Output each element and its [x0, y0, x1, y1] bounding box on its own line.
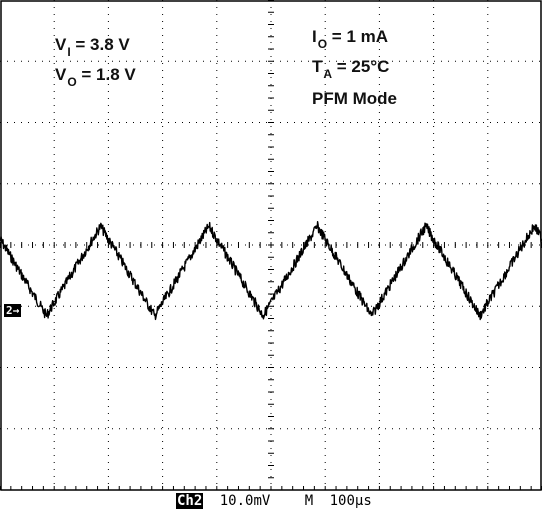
- io-symbol: I: [312, 27, 317, 46]
- vi-symbol: V: [55, 35, 67, 54]
- vi-subscript: I: [67, 45, 71, 59]
- mode-label: PFM Mode: [312, 89, 397, 108]
- ta-value: = 25°C: [332, 57, 390, 76]
- plot-frame: [0, 0, 542, 491]
- ta-annotation: TA = 25°C: [312, 57, 390, 80]
- channel-2-ground-marker: 2→: [4, 304, 22, 317]
- ta-subscript: A: [323, 67, 333, 81]
- vo-annotation: VO = 1.8 V: [55, 65, 136, 88]
- mode-annotation: PFM Mode: [312, 90, 397, 107]
- vo-value: = 1.8 V: [76, 65, 136, 84]
- vi-annotation: VI = 3.8 V: [55, 35, 130, 58]
- vertical-scale: 10.0mV: [219, 493, 271, 509]
- series-ch2-trace: [0, 220, 542, 321]
- ta-symbol: T: [312, 57, 323, 76]
- vo-symbol: V: [55, 65, 67, 84]
- io-value: = 1 mA: [327, 27, 389, 46]
- io-annotation: IO = 1 mA: [312, 27, 389, 50]
- trace-group: [0, 220, 542, 321]
- timebase-value: 100µs: [329, 493, 372, 509]
- vo-subscript: O: [67, 75, 77, 89]
- timebase-label: M: [304, 493, 314, 509]
- status-bar: Ch2 10.0mV M 100µs: [176, 493, 372, 509]
- vi-value: = 3.8 V: [70, 35, 130, 54]
- channel-tag: Ch2: [176, 493, 204, 509]
- io-subscript: O: [317, 37, 328, 51]
